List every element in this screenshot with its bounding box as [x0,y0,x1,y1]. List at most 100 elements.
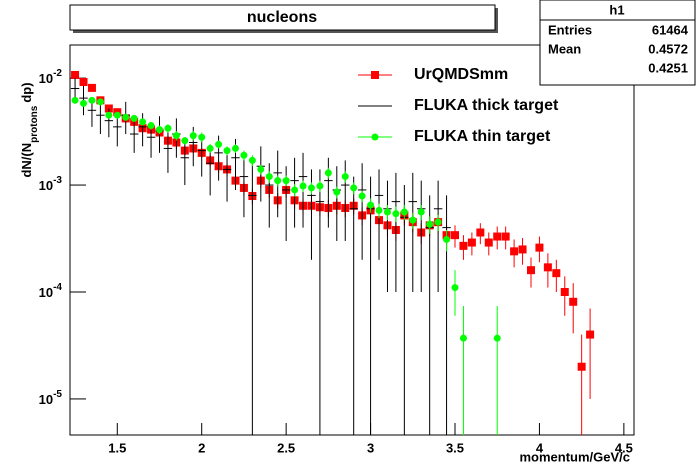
marker [113,111,121,119]
y-tick-label: 10-5 [39,389,63,408]
marker [307,184,315,192]
y-tick-exponent: -3 [53,175,62,186]
legend-marker [371,133,379,141]
marker [265,173,273,181]
marker [459,241,468,250]
marker [206,144,214,152]
y-tick-base: 10 [39,72,53,87]
marker [223,147,231,155]
marker [510,247,519,256]
stats-box [539,0,696,86]
marker [341,173,349,181]
marker [501,232,510,241]
marker [181,137,189,145]
marker [248,156,256,164]
marker [71,70,80,79]
marker [417,208,425,216]
marker [71,96,79,104]
marker [392,210,400,218]
legend-label: UrQMDSmm [414,66,508,83]
x-tick-label: 2 [198,440,205,455]
marker [434,218,442,226]
y-tick-label: 10-2 [39,68,63,87]
marker [172,132,180,140]
marker [333,188,341,196]
marker [400,208,408,216]
stats-label: Mean [548,41,581,56]
marker [350,184,358,192]
marker [586,330,595,339]
marker [518,245,527,254]
marker [493,232,502,241]
y-tick-exponent: -5 [53,389,62,400]
marker [240,151,248,159]
x-tick-label: 4 [536,440,544,455]
marker [467,238,476,247]
stats-title: h1 [609,2,624,17]
marker [198,133,206,141]
marker [451,284,459,292]
legend-label: FLUKA thin target [414,128,551,145]
marker [493,334,501,342]
y-tick-exponent: -4 [53,282,62,293]
marker [80,99,88,107]
x-tick-label: 3.5 [446,440,464,455]
plot-frame [69,44,635,436]
marker [324,169,332,177]
marker [105,111,113,119]
marker [96,98,104,106]
x-tick-label: 3 [367,440,374,455]
marker [147,122,155,130]
marker [375,206,383,214]
y-tick-exponent: -2 [53,68,62,79]
marker [358,192,366,200]
stats-value: 61464 [652,22,689,37]
marker [426,220,434,228]
y-tick-label: 10-4 [39,282,63,301]
marker [87,83,96,92]
marker [367,201,375,209]
y-tick-base: 10 [39,392,53,407]
marker [577,362,586,371]
marker [569,297,578,306]
marker [552,269,561,278]
marker [484,238,493,247]
marker [409,216,417,224]
marker [257,165,265,173]
marker [526,266,535,275]
y-axis-label: dN/(Nprotonsdp) [19,82,39,177]
marker [79,77,88,86]
marker [443,235,451,243]
marker [231,144,239,152]
marker [383,208,391,216]
x-tick-label: 1.5 [108,440,126,455]
marker [476,228,485,237]
marker [291,186,299,194]
y-tick-base: 10 [39,178,53,193]
marker [88,96,96,104]
legend-label: FLUKA thick target [414,97,559,114]
marker [543,263,552,272]
stats-value: 0.4572 [648,41,688,56]
title-box [69,4,496,31]
stats-label: Entries [548,22,592,37]
x-tick-label: 4.5 [615,440,633,455]
marker [189,132,197,140]
x-tick-label: 2.5 [277,440,295,455]
marker [316,182,324,190]
y-tick-base: 10 [39,285,53,300]
y-tick-label: 10-3 [39,175,63,194]
marker [299,182,307,190]
marker [560,287,569,296]
legend-marker [371,71,379,79]
marker [122,113,130,121]
marker [215,140,223,148]
chart-title: nucleons [247,9,317,26]
marker [282,177,290,185]
marker [535,243,544,252]
marker [164,124,172,132]
marker [459,334,467,342]
marker [451,231,460,240]
marker [130,114,138,122]
